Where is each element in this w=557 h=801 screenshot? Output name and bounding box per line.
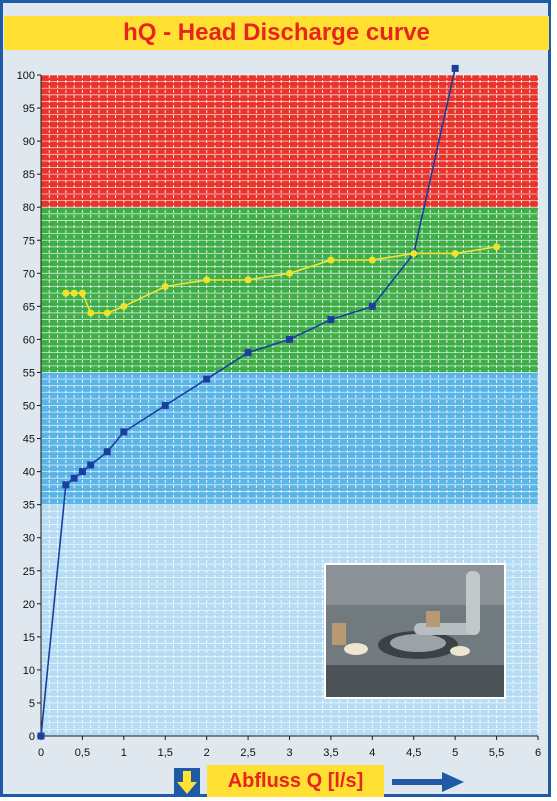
series-1-point-1: [70, 289, 78, 297]
x-tick-label: 3: [286, 747, 292, 759]
x-tick-label: 6: [535, 747, 541, 759]
x-tick-label: 4,5: [406, 747, 421, 759]
y-tick-label: 65: [23, 301, 35, 313]
series-1-point-0: [62, 289, 70, 297]
y-tick-label: 90: [23, 136, 35, 148]
x-tick-label: 0: [38, 747, 44, 759]
y-tick-label: 70: [23, 268, 35, 280]
y-tick-label: 45: [23, 434, 35, 446]
x-axis-label-box: Abfluss Q [l/s]: [207, 765, 384, 797]
series-1-point-3: [87, 309, 95, 317]
down-arrow-icon: [174, 768, 200, 796]
series-1-point-14: [493, 243, 501, 251]
x-tick-label: 4: [369, 747, 375, 759]
x-tick-label: 2: [204, 747, 210, 759]
series-1-point-10: [327, 256, 335, 264]
series-0-point-11: [327, 316, 335, 324]
y-tick-label: 30: [23, 533, 35, 545]
series-1-point-2: [78, 289, 86, 297]
series-0-point-6: [120, 428, 128, 436]
y-tick-label: 55: [23, 367, 35, 379]
y-tick-label: 20: [23, 599, 35, 611]
series-1-point-11: [368, 256, 376, 264]
pump-outlet-photo: [324, 563, 506, 699]
title-bar: hQ - Head Discharge curve: [4, 16, 549, 50]
series-1-point-7: [203, 276, 211, 284]
pump-photo-drawing: [326, 565, 504, 697]
series-0-point-12: [368, 302, 376, 310]
x-tick-label: 5: [452, 747, 458, 759]
x-tick-label: 1: [121, 747, 127, 759]
series-0-point-2: [70, 474, 78, 482]
y-tick-label: 40: [23, 467, 35, 479]
x-tick-label: 2,5: [240, 747, 255, 759]
y-tick-label: 10: [23, 665, 35, 677]
y-tick-label: 5: [29, 698, 35, 710]
chart-title: hQ - Head Discharge curve: [123, 19, 430, 46]
series-1-point-9: [286, 269, 293, 277]
y-tick-label: 60: [23, 334, 35, 346]
series-1-point-5: [120, 302, 128, 310]
series-0-point-5: [103, 448, 111, 456]
series-0-point-3: [78, 468, 86, 476]
x-tick-label: 1,5: [158, 747, 173, 759]
y-tick-label: 0: [29, 731, 35, 743]
y-tick-label: 85: [23, 169, 35, 181]
y-tick-label: 95: [23, 103, 35, 115]
x-tick-label: 0,5: [75, 747, 90, 759]
series-0-point-14: [451, 64, 459, 72]
y-tick-label: 75: [23, 235, 35, 247]
y-tick-label: 25: [23, 566, 35, 578]
x-tick-label: 5,5: [489, 747, 504, 759]
y-tick-label: 80: [23, 202, 35, 214]
x-tick-label: 3,5: [323, 747, 338, 759]
series-0-point-4: [87, 461, 95, 469]
y-tick-label: 50: [23, 401, 35, 413]
series-1-point-4: [103, 309, 111, 317]
series-1-point-13: [451, 249, 459, 257]
series-0-point-0: [37, 732, 45, 740]
series-0-point-7: [161, 402, 169, 409]
right-arrow-icon: [392, 770, 464, 794]
series-1-point-6: [161, 283, 169, 291]
y-tick-label: 35: [23, 500, 35, 512]
series-0-point-8: [203, 375, 211, 383]
zone-band-1: [41, 207, 538, 373]
series-1-point-8: [244, 276, 252, 284]
series-0-point-1: [62, 481, 70, 489]
y-tick-label: 15: [23, 632, 35, 644]
y-tick-label: 100: [17, 70, 35, 82]
series-0-point-10: [286, 335, 293, 343]
series-1-point-12: [410, 249, 418, 257]
series-0-point-9: [244, 349, 252, 357]
x-axis-label: Abfluss Q [l/s]: [227, 770, 364, 792]
